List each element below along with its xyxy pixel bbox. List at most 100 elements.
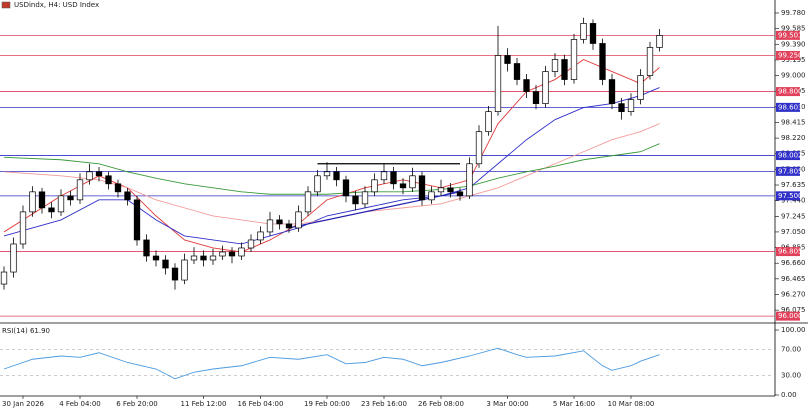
level-label-box [776, 102, 800, 112]
candle-body [86, 171, 93, 181]
level-label-box [776, 50, 800, 60]
rsi-tick-label: 100.00 [781, 326, 806, 334]
level-label: 99.250 [778, 51, 803, 59]
level-label-box [776, 151, 800, 161]
candle-body [352, 195, 359, 205]
moving-average [3, 87, 660, 245]
y-tick-label: 96.075 [781, 306, 806, 314]
candle-body [371, 179, 378, 193]
candle-body [219, 251, 226, 257]
level-label-box [776, 166, 800, 176]
candle-body [285, 223, 293, 229]
candle-body [0, 271, 8, 285]
y-tick-label: 97.050 [781, 228, 806, 236]
candle-body [114, 183, 122, 193]
candle-body [466, 163, 473, 197]
y-tick-label: 99.780 [781, 9, 806, 17]
rsi-tick-label: 30.00 [781, 372, 801, 380]
chart-title: USDindx, H4: USD Index [14, 1, 99, 9]
y-tick-label: 96.270 [781, 290, 806, 298]
candle-body [133, 199, 141, 241]
candle-body [304, 191, 312, 213]
candle-body [247, 239, 255, 249]
candle-body [494, 55, 502, 112]
level-label-box [776, 311, 800, 321]
candle-body [266, 219, 274, 233]
candle-body [570, 39, 578, 80]
x-tick-label: 30 Jan 2026 [2, 400, 45, 408]
candle-body [475, 131, 483, 165]
level-label: 99.501 [778, 31, 803, 39]
x-tick-label: 23 Feb 16:00 [361, 400, 407, 408]
candle-body [200, 255, 207, 261]
candle-body [637, 75, 644, 100]
candle-body [295, 211, 302, 229]
candle-body [171, 267, 179, 281]
candle-body [390, 171, 397, 185]
x-tick-label: 26 Feb 08:00 [418, 400, 464, 408]
candle-body [38, 191, 46, 209]
candle-body [342, 179, 350, 197]
candle-body [523, 79, 530, 92]
level-label-box [776, 247, 800, 257]
candle-body [143, 239, 150, 257]
level-label: 96.805 [778, 248, 803, 256]
candle-body [599, 43, 606, 80]
candle-body [551, 59, 559, 72]
level-label: 97.805 [778, 167, 803, 175]
rsi-tick-label: 70.00 [781, 346, 801, 354]
candle-body [589, 23, 597, 44]
y-tick-label: 97.245 [781, 212, 806, 220]
candle-body [152, 255, 160, 261]
y-tick-label: 98.415 [781, 118, 806, 126]
y-tick-label: 99.390 [781, 40, 806, 48]
rsi-line [3, 347, 660, 380]
y-tick-label: 99.585 [781, 25, 806, 33]
candle-body [428, 191, 435, 201]
candle-body [314, 175, 321, 193]
x-tick-label: 16 Feb 04:00 [238, 400, 284, 408]
candle-body [456, 191, 464, 197]
x-tick-label: 6 Feb 20:00 [116, 400, 157, 408]
level-label: 97.500 [778, 192, 803, 200]
candle-body [513, 63, 521, 80]
candle-body [542, 71, 549, 104]
candle-body [19, 211, 27, 245]
candle-body [418, 175, 426, 201]
candle-body [618, 103, 625, 112]
candle-body [10, 243, 17, 273]
candle-body [485, 111, 492, 133]
y-tick-label: 97.635 [781, 181, 806, 189]
candle-body [228, 251, 236, 257]
level-label-box [776, 191, 800, 201]
candle-body [333, 171, 340, 181]
candle-body [627, 99, 635, 112]
candle-body [532, 91, 540, 104]
candle-body [181, 259, 188, 281]
y-tick-label: 99.000 [781, 72, 806, 80]
candle-body [162, 259, 169, 269]
candle-body [646, 47, 654, 76]
candle-body [561, 59, 568, 80]
level-label: 98.002 [778, 152, 803, 160]
candle-body [76, 179, 84, 201]
x-tick-label: 10 Mar 08:00 [608, 400, 655, 408]
x-tick-label: 11 Feb 12:00 [181, 400, 227, 408]
x-tick-label: 5 Mar 16:00 [553, 400, 595, 408]
candle-body [399, 183, 407, 189]
level-label-box [776, 30, 800, 40]
candle-body [48, 207, 55, 213]
symbol-icon [1, 1, 11, 9]
candle-body [190, 255, 198, 261]
candle-body [67, 195, 74, 201]
candle-body [276, 219, 283, 225]
candle-body [380, 171, 388, 181]
candle-body [257, 231, 264, 241]
candle-body [124, 191, 131, 201]
candle-body [209, 255, 217, 261]
candle-body [105, 175, 112, 185]
x-tick-label: 3 Mar 00:00 [486, 400, 528, 408]
candle-body [504, 55, 511, 64]
